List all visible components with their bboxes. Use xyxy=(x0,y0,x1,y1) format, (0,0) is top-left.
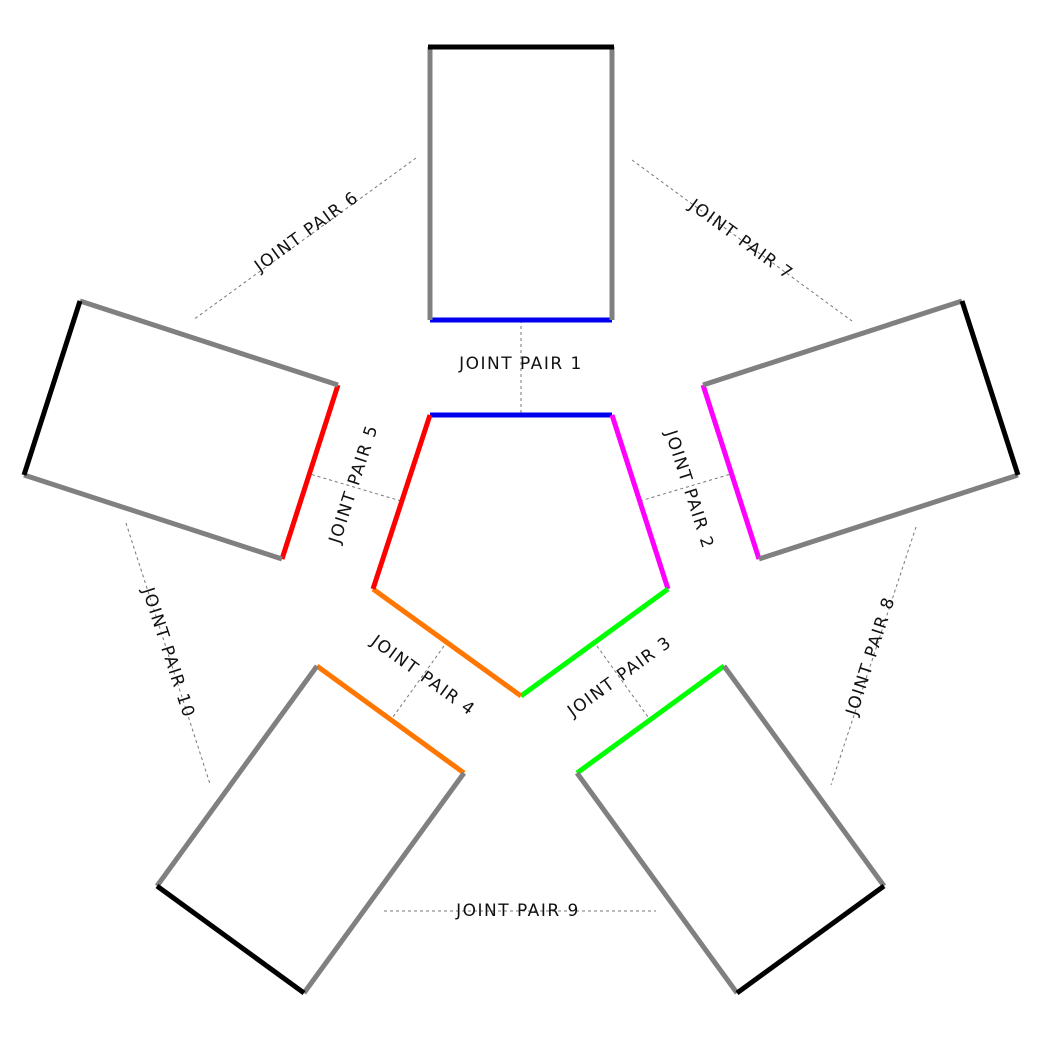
pentagon-edge-jp3 xyxy=(519,586,670,699)
rect-bottom-right-side-b xyxy=(574,771,740,995)
rect-right-side-bottom xyxy=(758,472,1019,562)
rect-bottom-right-joint-edge xyxy=(575,663,726,776)
label-joint-pair-4: JOINT PAIR 4 xyxy=(366,631,479,721)
rect-right-joint-edge xyxy=(700,384,762,560)
pentagon-edge-jp5 xyxy=(370,414,433,590)
guide-jp6 xyxy=(192,157,417,321)
guide-jp2 xyxy=(639,473,732,502)
connector-guides xyxy=(125,157,917,912)
label-joint-pair-10: JOINT PAIR 10 xyxy=(137,584,198,721)
pentagon-edge-jp4 xyxy=(371,586,523,699)
rectangle-bottom-left xyxy=(154,663,467,996)
rect-bottom-left-joint-edge xyxy=(315,663,466,776)
label-joint-pair-3: JOINT PAIR 3 xyxy=(563,633,676,723)
label-joint-pair-8: JOINT PAIR 8 xyxy=(842,594,900,719)
label-joint-pair-2: JOINT PAIR 2 xyxy=(660,427,718,552)
guide-jp10 xyxy=(125,522,211,785)
guide-jp4 xyxy=(392,645,445,718)
label-joint-pair-6: JOINT PAIR 6 xyxy=(250,188,363,278)
guide-jp5 xyxy=(309,473,402,502)
rectangle-top xyxy=(427,44,615,323)
pentagon-edge-jp2 xyxy=(609,414,671,590)
rect-bottom-left-side-a xyxy=(301,771,467,995)
rectangle-left xyxy=(21,298,341,562)
rect-bottom-right-outer-edge xyxy=(735,883,886,996)
rect-left-side-top xyxy=(79,298,339,388)
rect-right-outer-edge xyxy=(959,300,1021,476)
guide-jp3 xyxy=(596,645,649,718)
label-joint-pair-1: JOINT PAIR 1 xyxy=(458,354,583,374)
rect-bottom-left-side-b xyxy=(154,664,320,888)
rect-right-side-top xyxy=(702,298,963,388)
label-joint-pair-7: JOINT PAIR 7 xyxy=(684,195,797,285)
rect-bottom-right-side-a xyxy=(721,664,887,888)
joint-pair-labels: JOINT PAIR 1 JOINT PAIR 2 JOINT PAIR 3 J… xyxy=(137,188,899,921)
rectangle-right xyxy=(700,298,1021,562)
rect-left-side-bottom xyxy=(23,472,283,562)
central-pentagon xyxy=(370,412,671,699)
rect-bottom-left-outer-edge xyxy=(155,883,306,996)
rectangle-bottom-right xyxy=(574,663,887,996)
label-joint-pair-5: JOINT PAIR 5 xyxy=(325,422,383,547)
rect-left-joint-edge xyxy=(279,384,341,560)
rect-left-outer-edge xyxy=(21,300,83,476)
label-joint-pair-9: JOINT PAIR 9 xyxy=(455,901,580,921)
